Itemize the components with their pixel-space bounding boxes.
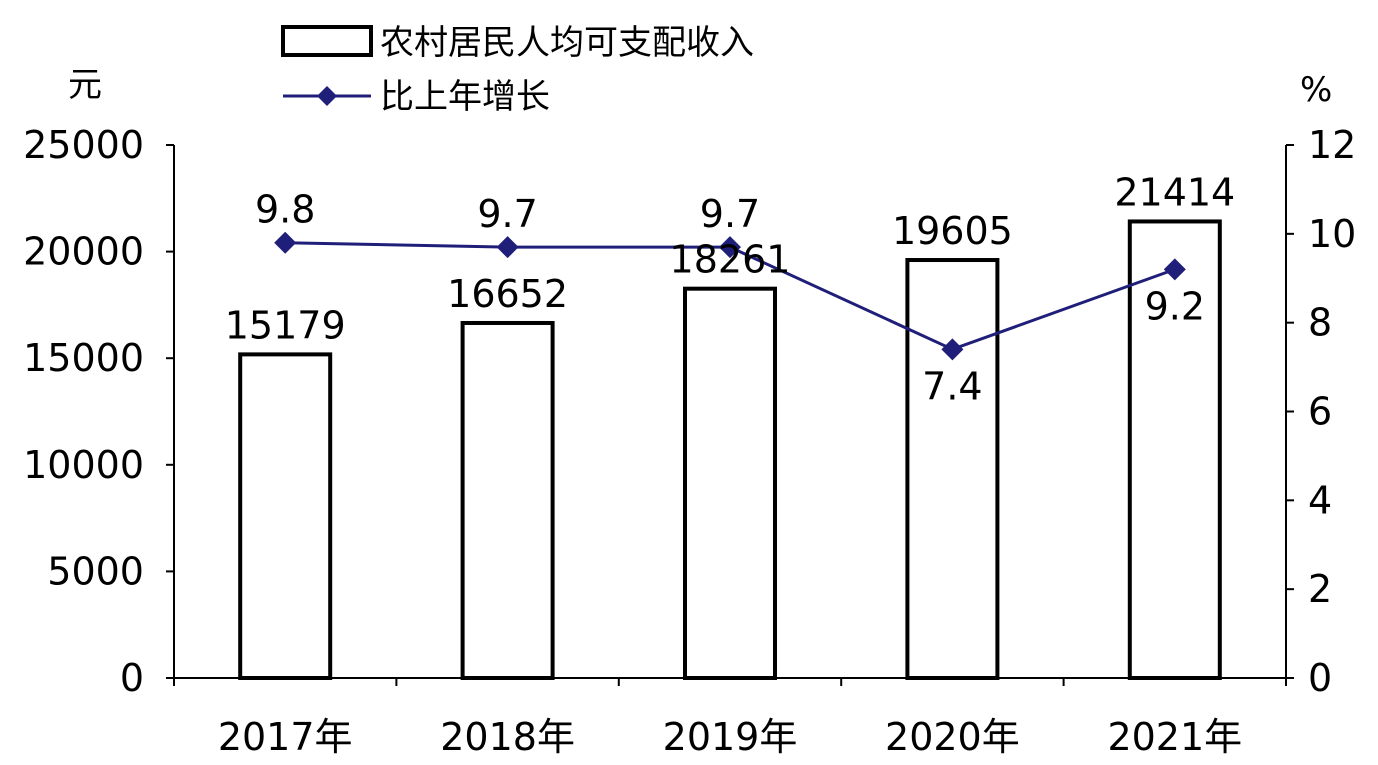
line-value-label: 9.2 xyxy=(1145,284,1205,328)
legend-bar-swatch xyxy=(281,25,373,57)
axes: 0 5000 10000 15000 20000 25000 0 2 4 6 8 10 12 2017年 2… xyxy=(23,123,1356,759)
x-category-label: 2019年 xyxy=(663,715,798,759)
bar xyxy=(460,320,555,680)
bar xyxy=(683,286,777,680)
line-point-marker xyxy=(1163,258,1186,281)
bar xyxy=(1127,219,1222,680)
left-tick-label: 20000 xyxy=(23,230,144,274)
right-tick-label: 12 xyxy=(1308,123,1356,167)
bar-value-label: 19605 xyxy=(892,209,1013,253)
right-axis-unit: % xyxy=(1300,70,1332,110)
left-tick-label: 25000 xyxy=(23,123,144,167)
data-labels: 15179 16652 18261 19605 21414 9.8 9.7 9.7 7.4 9.2 xyxy=(225,170,1235,408)
line-value-label: 9.7 xyxy=(477,192,537,236)
bar-value-label: 18261 xyxy=(670,238,791,282)
line-point-marker xyxy=(941,338,964,361)
bar xyxy=(238,352,333,680)
left-tick-label: 15000 xyxy=(23,336,144,380)
line-point-marker xyxy=(274,231,297,254)
right-tick-label: 0 xyxy=(1308,656,1332,700)
legend-line-label: 比上年增长 xyxy=(380,77,550,117)
left-tick-label: 5000 xyxy=(47,549,144,593)
line-value-label: 9.8 xyxy=(255,188,315,232)
x-category-label: 2018年 xyxy=(440,715,575,759)
line-value-label: 7.4 xyxy=(922,364,982,408)
bar xyxy=(905,258,1000,680)
line-point-marker xyxy=(496,236,519,259)
bar-value-label: 16652 xyxy=(447,272,568,316)
x-category-label: 2020年 xyxy=(885,715,1020,759)
legend: 农村居民人均可支配收入 比上年增长 xyxy=(281,23,754,117)
right-tick-label: 6 xyxy=(1308,390,1332,434)
legend-bar-label: 农村居民人均可支配收入 xyxy=(380,23,754,63)
bar-value-label: 21414 xyxy=(1114,170,1235,214)
bar-value-label: 15179 xyxy=(225,303,346,347)
x-category-label: 2021年 xyxy=(1107,715,1242,759)
line-value-label: 9.7 xyxy=(700,192,760,236)
line-point-marker xyxy=(719,236,741,259)
right-tick-label: 8 xyxy=(1308,301,1332,345)
right-tick-label: 4 xyxy=(1308,478,1332,522)
right-tick-label: 2 xyxy=(1308,567,1332,611)
x-category-label: 2017年 xyxy=(218,715,353,759)
left-tick-label: 0 xyxy=(120,656,144,700)
line-series xyxy=(274,231,1186,361)
right-tick-label: 10 xyxy=(1308,212,1356,256)
bar-series xyxy=(238,219,1222,680)
left-axis-unit: 元 xyxy=(68,65,102,105)
left-tick-label: 10000 xyxy=(23,443,144,487)
legend-line-marker xyxy=(317,86,337,106)
